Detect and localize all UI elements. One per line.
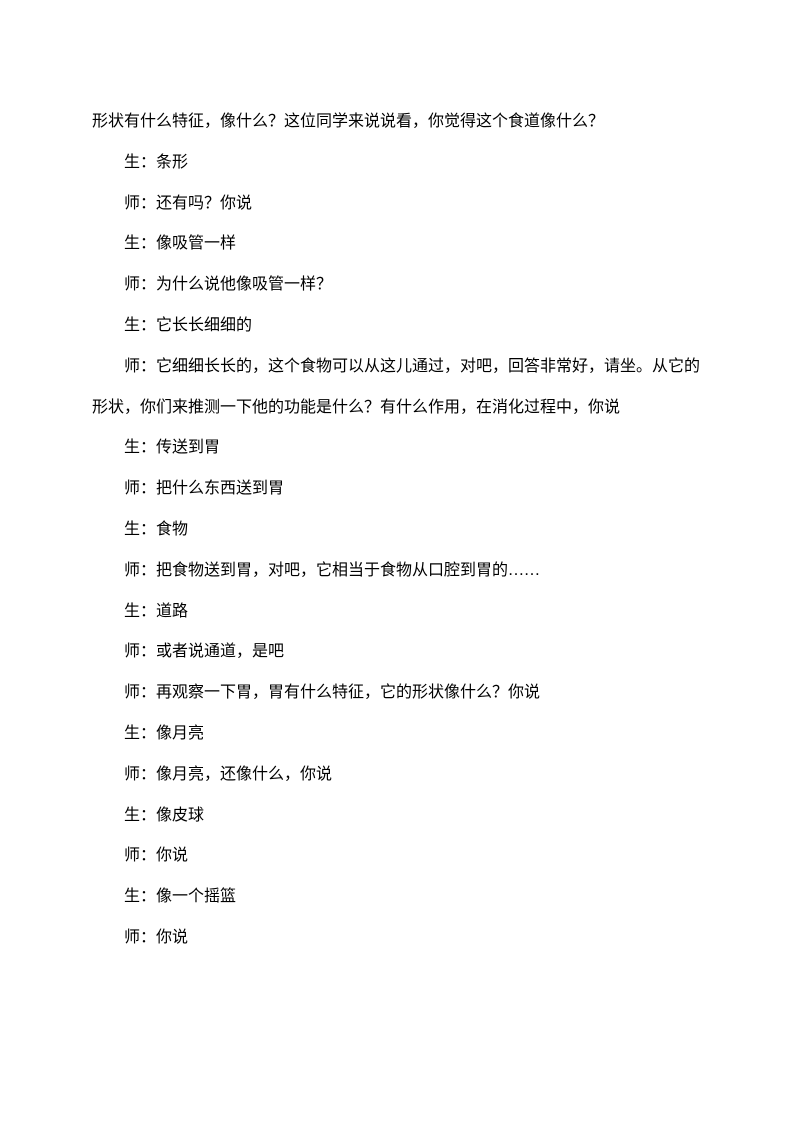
dialogue-line: 生：它长长细细的: [92, 306, 702, 347]
dialogue-line: 师：或者说通道，是吧: [92, 632, 702, 673]
dialogue-line: 生：食物: [92, 510, 702, 551]
dialogue-line: 生：像一个摇篮: [92, 877, 702, 918]
dialogue-line: 师：为什么说他像吸管一样？: [92, 265, 702, 306]
dialogue-line: 师：还有吗？你说: [92, 184, 702, 225]
dialogue-line: 师：像月亮，还像什么，你说: [92, 755, 702, 796]
dialogue-line: 师：把食物送到胃，对吧，它相当于食物从口腔到胃的……: [92, 551, 702, 592]
dialogue-line: 生：像月亮: [92, 714, 702, 755]
dialogue-line: 师：把什么东西送到胃: [92, 469, 702, 510]
dialogue-line: 师：再观察一下胃，胃有什么特征，它的形状像什么？你说: [92, 673, 702, 714]
document-page: 形状有什么特征，像什么？这位同学来说说看，你觉得这个食道像什么？生：条形师：还有…: [0, 0, 794, 1123]
dialogue-line: 师：你说: [92, 918, 702, 959]
dialogue-line: 形状有什么特征，像什么？这位同学来说说看，你觉得这个食道像什么？: [92, 102, 702, 143]
dialogue-line: 生：道路: [92, 592, 702, 633]
dialogue-line: 生：传送到胃: [92, 428, 702, 469]
dialogue-line: 生：像吸管一样: [92, 224, 702, 265]
dialogue-line: 师：它细细长长的，这个食物可以从这儿通过，对吧，回答非常好，请坐。从它的形状，你…: [92, 347, 702, 429]
dialogue-line: 生：条形: [92, 143, 702, 184]
dialogue-line: 师：你说: [92, 836, 702, 877]
dialogue-line: 生：像皮球: [92, 796, 702, 837]
